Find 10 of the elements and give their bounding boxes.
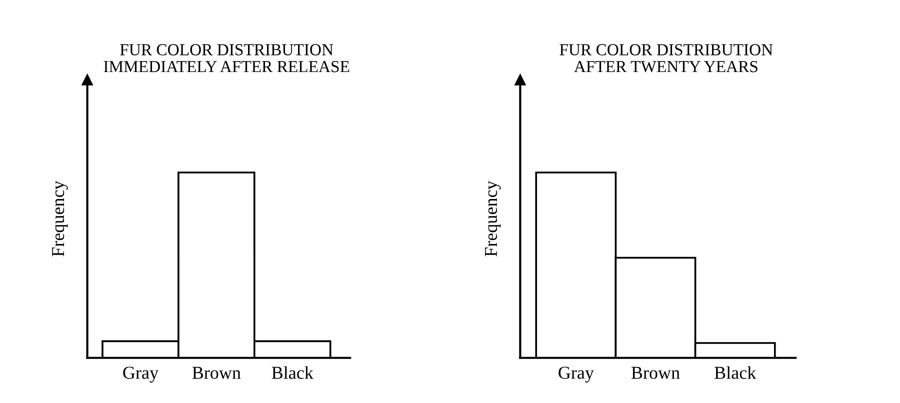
y-axis-title: Frequency xyxy=(485,180,501,256)
x-tick-label: Black xyxy=(714,366,756,379)
chart-title: FUR COLOR DISTRIBUTION AFTER TWENTY YEARS xyxy=(560,44,773,72)
x-tick-label: Gray xyxy=(123,366,158,383)
x-tick-label: Gray xyxy=(558,366,594,383)
chart-title: FUR COLOR DISTRIBUTION IMMEDIATELY AFTER RELEASE xyxy=(104,44,350,72)
x-tick-label: Brown xyxy=(631,366,680,379)
y-axis-title: Frequency xyxy=(52,180,68,256)
x-tick-label: Black xyxy=(272,366,314,379)
x-tick-label: Brown xyxy=(192,366,241,379)
